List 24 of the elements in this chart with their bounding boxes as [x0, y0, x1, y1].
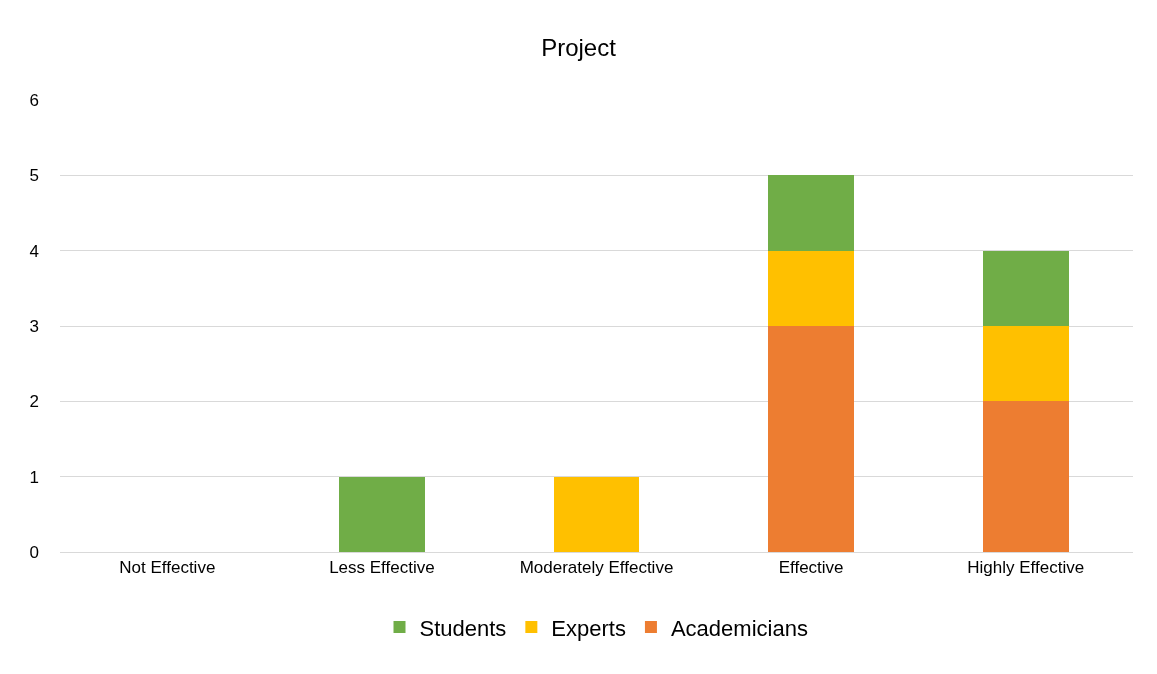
- bar: [338, 476, 425, 552]
- legend-label: Academicians: [670, 615, 808, 641]
- x-tick-label: Not Effective: [119, 558, 216, 578]
- bar: [553, 476, 640, 552]
- y-tick-label: 2: [29, 392, 39, 412]
- x-tick-label: Moderately Effective: [519, 558, 674, 578]
- bar: [982, 401, 1069, 552]
- x-tick-label: Effective: [778, 558, 844, 578]
- y-tick-label: 5: [29, 166, 39, 186]
- y-tick-label: 6: [29, 90, 39, 110]
- x-tick-label: Less Effective: [329, 558, 435, 578]
- y-tick-label: 1: [29, 467, 39, 487]
- legend-label: Experts: [551, 615, 626, 641]
- bar: [982, 250, 1069, 326]
- chart-title: Project: [541, 33, 617, 61]
- x-tick-label: Highly Effective: [967, 558, 1085, 578]
- bar: [768, 326, 855, 552]
- bar: [982, 326, 1069, 402]
- legend-label: Students: [419, 615, 507, 641]
- bar: [768, 175, 855, 251]
- y-tick-label: 3: [29, 316, 39, 336]
- bar: [768, 250, 855, 326]
- y-tick-label: 0: [29, 542, 39, 562]
- y-tick-label: 4: [29, 241, 39, 261]
